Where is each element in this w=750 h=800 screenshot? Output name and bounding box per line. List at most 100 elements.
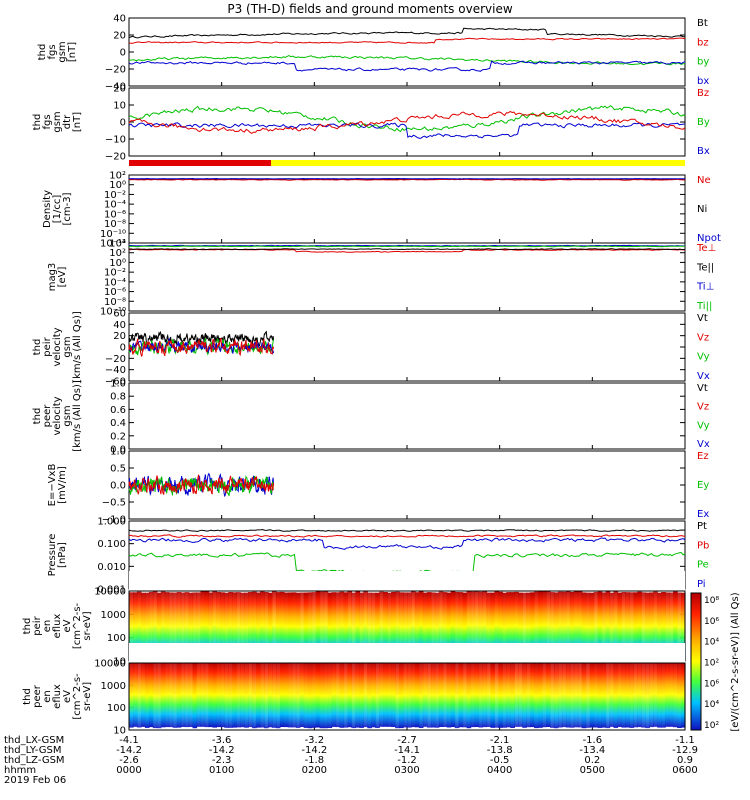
orbit-row-value: -1.8 — [305, 755, 325, 766]
legend-Vy: Vy — [697, 352, 710, 363]
spectrogram-column — [343, 662, 349, 728]
spectrogram-column — [478, 591, 484, 660]
x-axis-label: hhmm — [4, 765, 36, 776]
y-axis-label: peir — [32, 615, 43, 635]
spectrogram-column — [363, 662, 368, 728]
y-tick-label: 0.4 — [110, 418, 126, 429]
y-tick-label: 10⁻² — [104, 268, 126, 279]
spectrogram-column — [657, 662, 662, 728]
spectrogram-column — [669, 592, 674, 661]
y-axis-label: [eV] — [57, 267, 68, 288]
y-axis-label: thd — [32, 339, 43, 356]
y-tick-label: 1.0 — [110, 379, 126, 390]
colorbar-label: [eV/(cm^2-s-sr-eV)] (All Qs) — [730, 592, 741, 731]
y-tick-label: 10⁰ — [109, 180, 126, 191]
panel-fgs_gsm: 40 20 0 −20 −40 thd fgs gsm [nT] Bt bz by bx — [37, 14, 709, 93]
mask — [129, 730, 685, 732]
spectrogram-column — [569, 662, 575, 728]
mode-bar-slow — [271, 160, 685, 166]
y-tick-label: 60 — [113, 309, 126, 320]
x-tick-label: 0000 — [116, 765, 141, 776]
spectrogram-column — [454, 663, 460, 729]
mask — [129, 571, 685, 591]
orbit-row-label: thd_LZ-GSM — [4, 755, 65, 766]
spectrogram-column — [589, 662, 595, 728]
spectrogram-column — [565, 662, 571, 728]
spectrogram-column — [363, 591, 368, 660]
spectrogram-column — [204, 591, 210, 660]
spectrogram-column — [605, 663, 611, 729]
y-tick-label: 0.0 — [110, 445, 126, 456]
y-tick-label: 10⁻¹² — [100, 239, 126, 250]
spectrogram-column — [200, 591, 206, 660]
spectrogram-column — [379, 591, 384, 660]
spectrogram-column — [307, 663, 313, 729]
colorbar-tick-label: 10² — [704, 659, 719, 669]
spectrogram-column — [609, 592, 615, 661]
y-axis-label: thd — [32, 408, 43, 425]
spectrogram-column — [160, 591, 166, 660]
legend-by: by — [697, 57, 709, 68]
y-tick-label: 100 — [107, 703, 126, 714]
spectrogram-column — [272, 591, 277, 660]
y-axis-label: eflux — [52, 614, 63, 639]
spectrogram-column — [681, 662, 686, 728]
legend-Bz: Bz — [697, 88, 709, 99]
spectrogram-column — [287, 662, 293, 728]
spectrogram-column — [148, 662, 154, 728]
spectrogram-column — [387, 661, 392, 727]
spectrogram-column — [569, 592, 575, 660]
spectrogram-column — [486, 592, 491, 661]
y-tick-label: 10⁻² — [104, 190, 126, 201]
spectrogram-column — [494, 591, 499, 660]
spectrogram-column — [295, 662, 301, 728]
y-tick-label: −1.0 — [102, 515, 126, 526]
spectrogram-column — [589, 592, 595, 661]
spectrogram-column — [208, 592, 213, 661]
x-tick-label: 0100 — [209, 765, 234, 776]
y-tick-label: 10 — [113, 657, 126, 668]
chart-title: P3 (TH-D) fields and ground moments over… — [227, 2, 512, 16]
y-tick-label: 10⁻⁴ — [104, 200, 126, 211]
spectrogram-column — [355, 662, 360, 728]
spectrogram-column — [192, 663, 198, 729]
spectrogram-column — [168, 592, 174, 661]
spectrogram-column — [653, 591, 658, 660]
spectrogram-column — [164, 592, 170, 661]
spectrogram-column — [585, 662, 591, 728]
y-axis-label: mag3 — [47, 263, 58, 292]
spectrogram-column — [677, 592, 682, 661]
spectrogram-column — [228, 662, 233, 728]
spectrogram-column — [252, 663, 257, 729]
orbit-row-value: -0.5 — [490, 755, 510, 766]
spectrogram-column — [303, 662, 309, 728]
spectrogram-column — [482, 591, 488, 660]
spectrogram-column — [530, 592, 535, 661]
spectrogram-column — [295, 592, 301, 661]
spectrogram-column — [136, 591, 142, 660]
orbit-row-value: -1.6 — [583, 735, 603, 746]
spectrogram-column — [160, 662, 166, 728]
spectrogram-column — [319, 663, 325, 729]
panel-frame — [128, 174, 686, 244]
y-tick-label: −40 — [105, 365, 126, 376]
spectrogram-column — [605, 591, 611, 660]
spectrogram-column — [577, 662, 583, 728]
panel-peer_velocity: 1.0 0.8 0.6 0.4 0.2 0.0 thd peer velocity gsm [km/… — [32, 379, 710, 456]
y-axis-label: velocity — [52, 327, 63, 366]
colorbar — [690, 592, 702, 731]
orbit-row-value: -3.2 — [305, 735, 325, 746]
spectrogram-column — [283, 592, 289, 661]
spectrogram-column — [553, 663, 559, 729]
y-axis-label: [1/cc] — [52, 195, 63, 224]
y-tick-label: 20 — [113, 31, 126, 42]
y-tick-label: 0.001 — [97, 585, 126, 596]
spectrogram-column — [502, 662, 507, 728]
legend-Vx: Vx — [697, 371, 710, 382]
spectrogram-column — [140, 592, 146, 661]
orbit-row-label: thd_LY-GSM — [4, 745, 61, 756]
orbit-row-value: -2.3 — [212, 755, 232, 766]
y-tick-label: −60 — [105, 377, 126, 388]
spectrogram-column — [311, 592, 317, 661]
